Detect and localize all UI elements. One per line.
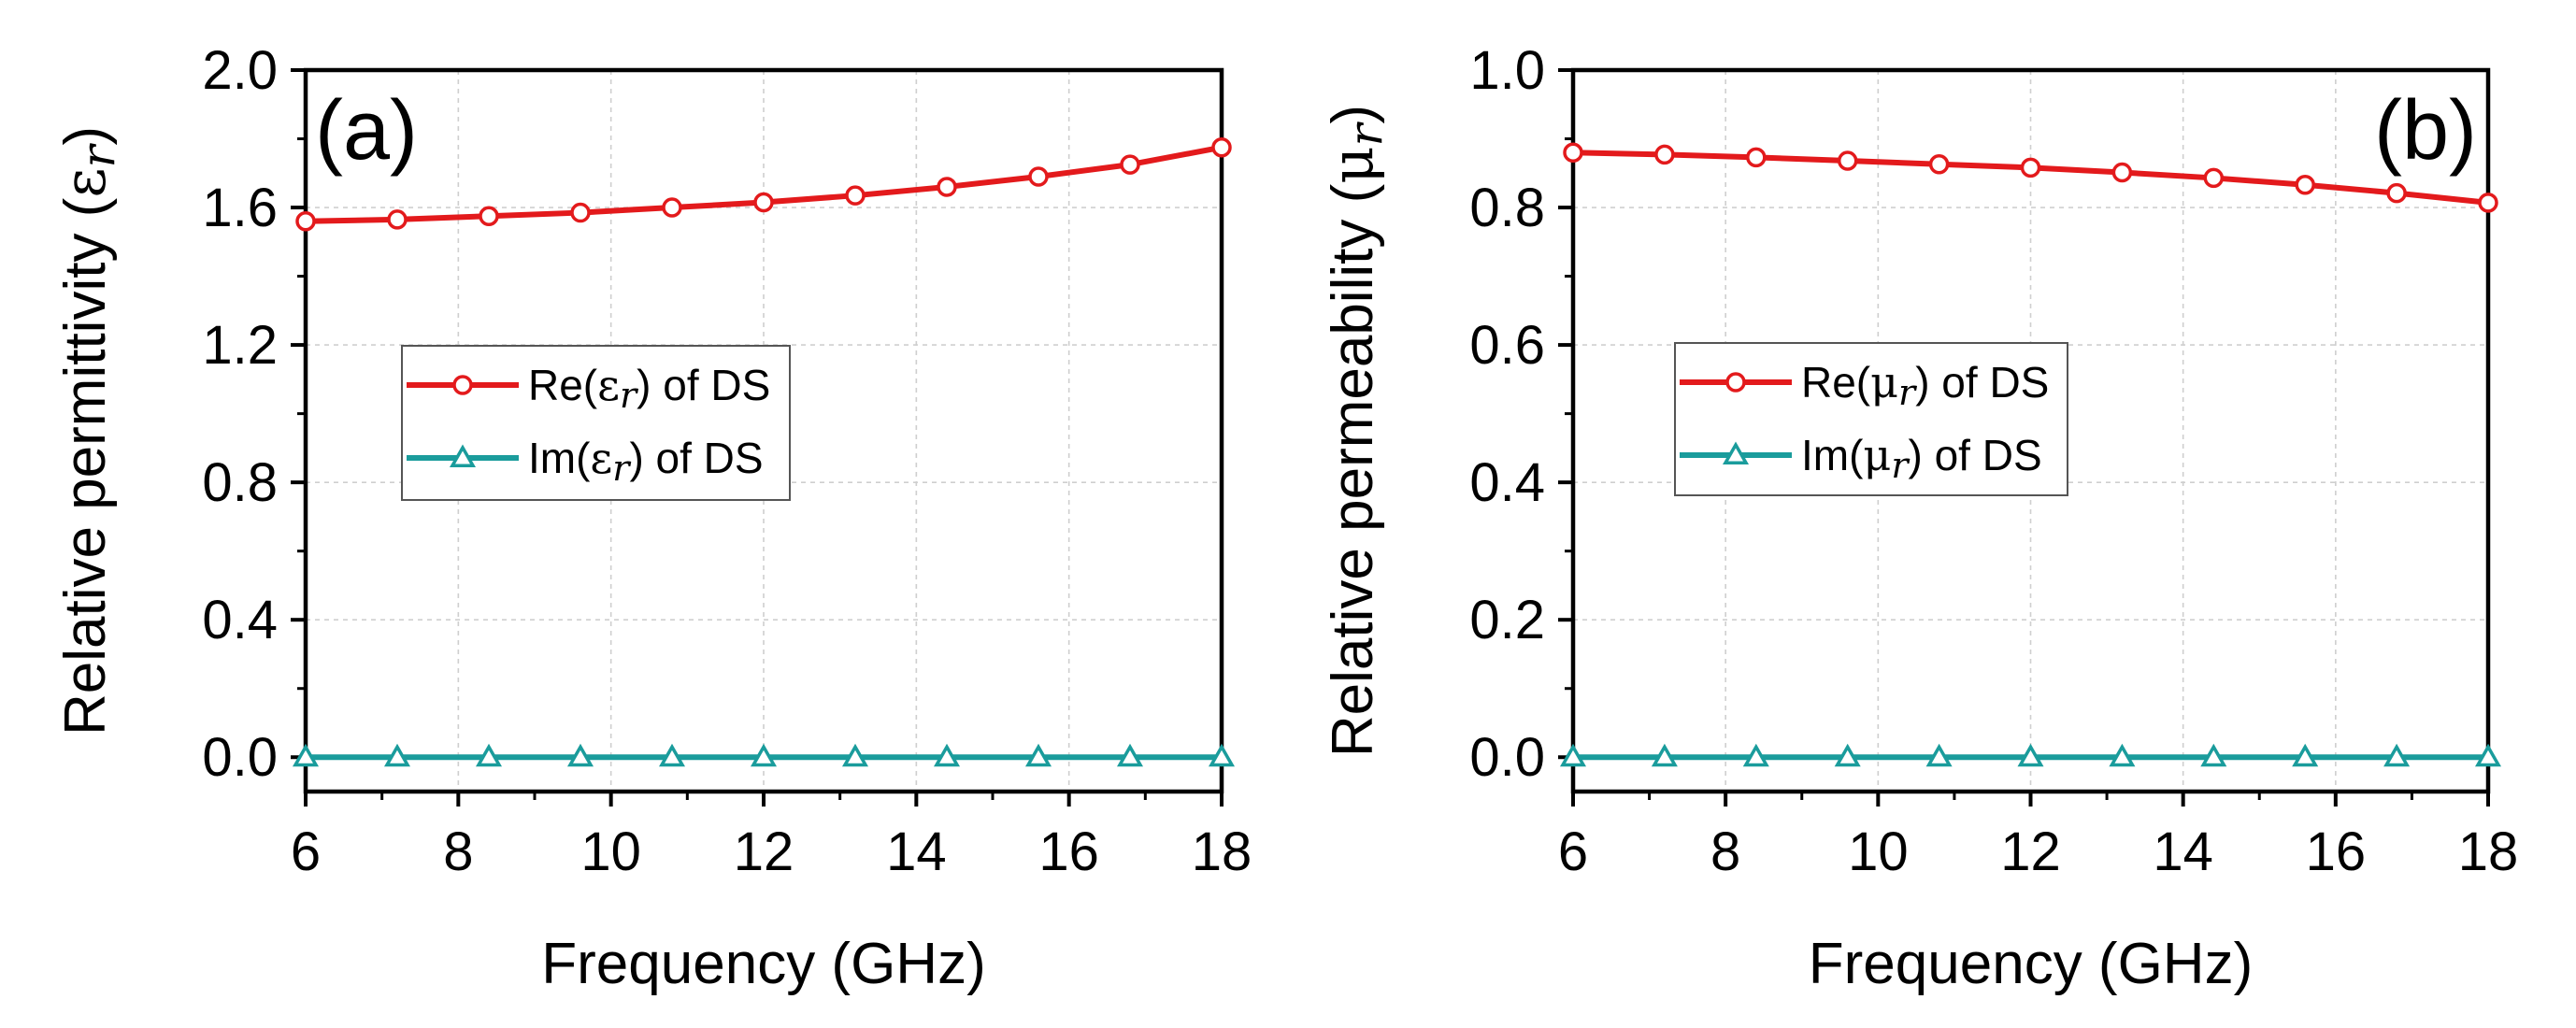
data-point-circle [2111,162,2133,183]
data-point-triangle [2200,743,2227,767]
data-point-triangle [1116,743,1144,767]
series-re [295,136,1232,232]
y-tick-label: 1.6 [202,178,278,238]
data-point-triangle [566,743,594,767]
data-point-circle [387,209,408,230]
y-axis-title: Relative permeability (μr) [1318,105,1393,757]
data-point-triangle [1742,743,1769,767]
x-tick-label: 18 [2458,821,2519,882]
series-re [1563,142,2498,213]
data-point-triangle [2383,743,2411,767]
x-tick-label: 14 [2153,821,2213,882]
data-point-circle [295,211,316,232]
data-point-circle [2203,167,2225,189]
x-tick-label: 6 [291,821,321,882]
y-tick-label: 0.4 [202,590,278,650]
plot-frame [1570,67,2491,794]
x-tick-label: 18 [1192,821,1252,882]
data-point-circle [2295,175,2315,195]
series-im [1559,743,2502,767]
data-point-triangle [933,743,961,767]
data-point-circle [937,177,957,197]
data-point-triangle [1925,743,1953,767]
x-tick-label: 6 [1558,821,1588,882]
data-point-circle [1746,147,1767,168]
data-point-circle [1837,150,1858,171]
legend-box [401,345,791,501]
legend-box [1674,342,2068,496]
panel-b: 6 8 10 12 14 16 18 0.0 0.2 0.4 0.6 0.8 1.0 (b) Frequen… [1318,40,2518,996]
x-tick-label: 12 [2000,821,2061,882]
panel-label: (b) [2374,84,2477,178]
x-tick-label: 16 [2306,821,2367,882]
data-point-triangle [2017,743,2044,767]
data-point-triangle [1024,743,1052,767]
y-tick-label: 0.0 [202,727,278,788]
legend-marker-triangle [1722,441,1750,464]
legend-marker-circle [1725,372,1746,393]
data-point-circle [2020,157,2041,178]
x-tick-label: 12 [734,821,794,882]
data-point-circle [479,206,499,226]
legend-label: Re(μr) of DS [1801,357,2049,413]
data-point-triangle [1651,743,1678,767]
legend-marker-circle [452,375,473,395]
data-point-triangle [2109,743,2136,767]
x-tick-label: 10 [580,821,641,882]
data-point-triangle [2474,743,2502,767]
legend-label: Im(εr) of DS [528,433,764,489]
y-tick-label: 1.2 [202,315,278,376]
data-point-circle [1120,154,1140,175]
x-axis-title: Frequency (GHz) [541,932,985,996]
data-point-circle [2386,182,2407,204]
data-point-triangle [292,743,320,767]
y-tick-label: 0.6 [1469,315,1545,376]
x-tick-label: 16 [1038,821,1099,882]
y-axis-title: Relative permittivity (εr) [50,126,125,735]
data-point-triangle [383,743,411,767]
data-point-triangle [658,743,686,767]
data-point-circle [662,197,682,218]
data-point-circle [2478,193,2498,213]
x-tick-label: 14 [886,821,947,882]
data-point-circle [845,185,866,206]
y-tick-label: 0.0 [1469,727,1545,788]
legend: Re(εr) of DS Im(εr) of DS [401,345,791,501]
data-point-circle [1211,136,1232,158]
x-tick-label: 8 [443,821,473,882]
y-tick-label: 1.0 [1469,40,1545,101]
data-point-triangle [750,743,778,767]
y-tick-label: 0.2 [1469,590,1545,650]
series-im [292,743,1236,767]
panel-a: 6 8 10 12 14 16 18 0.0 0.4 0.8 1.2 1.6 2.0 (a) Frequen… [50,40,1252,996]
data-point-circle [1028,166,1049,187]
data-point-circle [753,192,774,213]
data-point-triangle [1834,743,1861,767]
plot-frame [303,67,1224,794]
legend-label: Re(εr) of DS [528,360,770,416]
y-tick-label: 0.8 [202,452,278,513]
x-tick-label: 10 [1848,821,1909,882]
data-point-circle [570,202,591,223]
data-point-circle [1563,142,1583,163]
legend-label: Im(μr) of DS [1801,430,2042,486]
y-tick-label: 0.4 [1469,452,1545,513]
data-point-triangle [1208,743,1236,767]
legend: Re(μr) of DS Im(μr) of DS [1674,342,2068,496]
x-axis-title: Frequency (GHz) [1809,932,2253,996]
y-tick-label: 2.0 [202,40,278,101]
panel-label: (a) [315,84,418,178]
data-point-circle [1928,153,1950,175]
legend-marker-triangle [449,444,477,467]
data-point-triangle [475,743,503,767]
data-point-triangle [1559,743,1587,767]
data-point-triangle [2292,743,2319,767]
x-tick-label: 8 [1710,821,1740,882]
data-point-triangle [841,743,869,767]
data-point-circle [1654,144,1675,165]
y-tick-label: 0.8 [1469,178,1545,238]
